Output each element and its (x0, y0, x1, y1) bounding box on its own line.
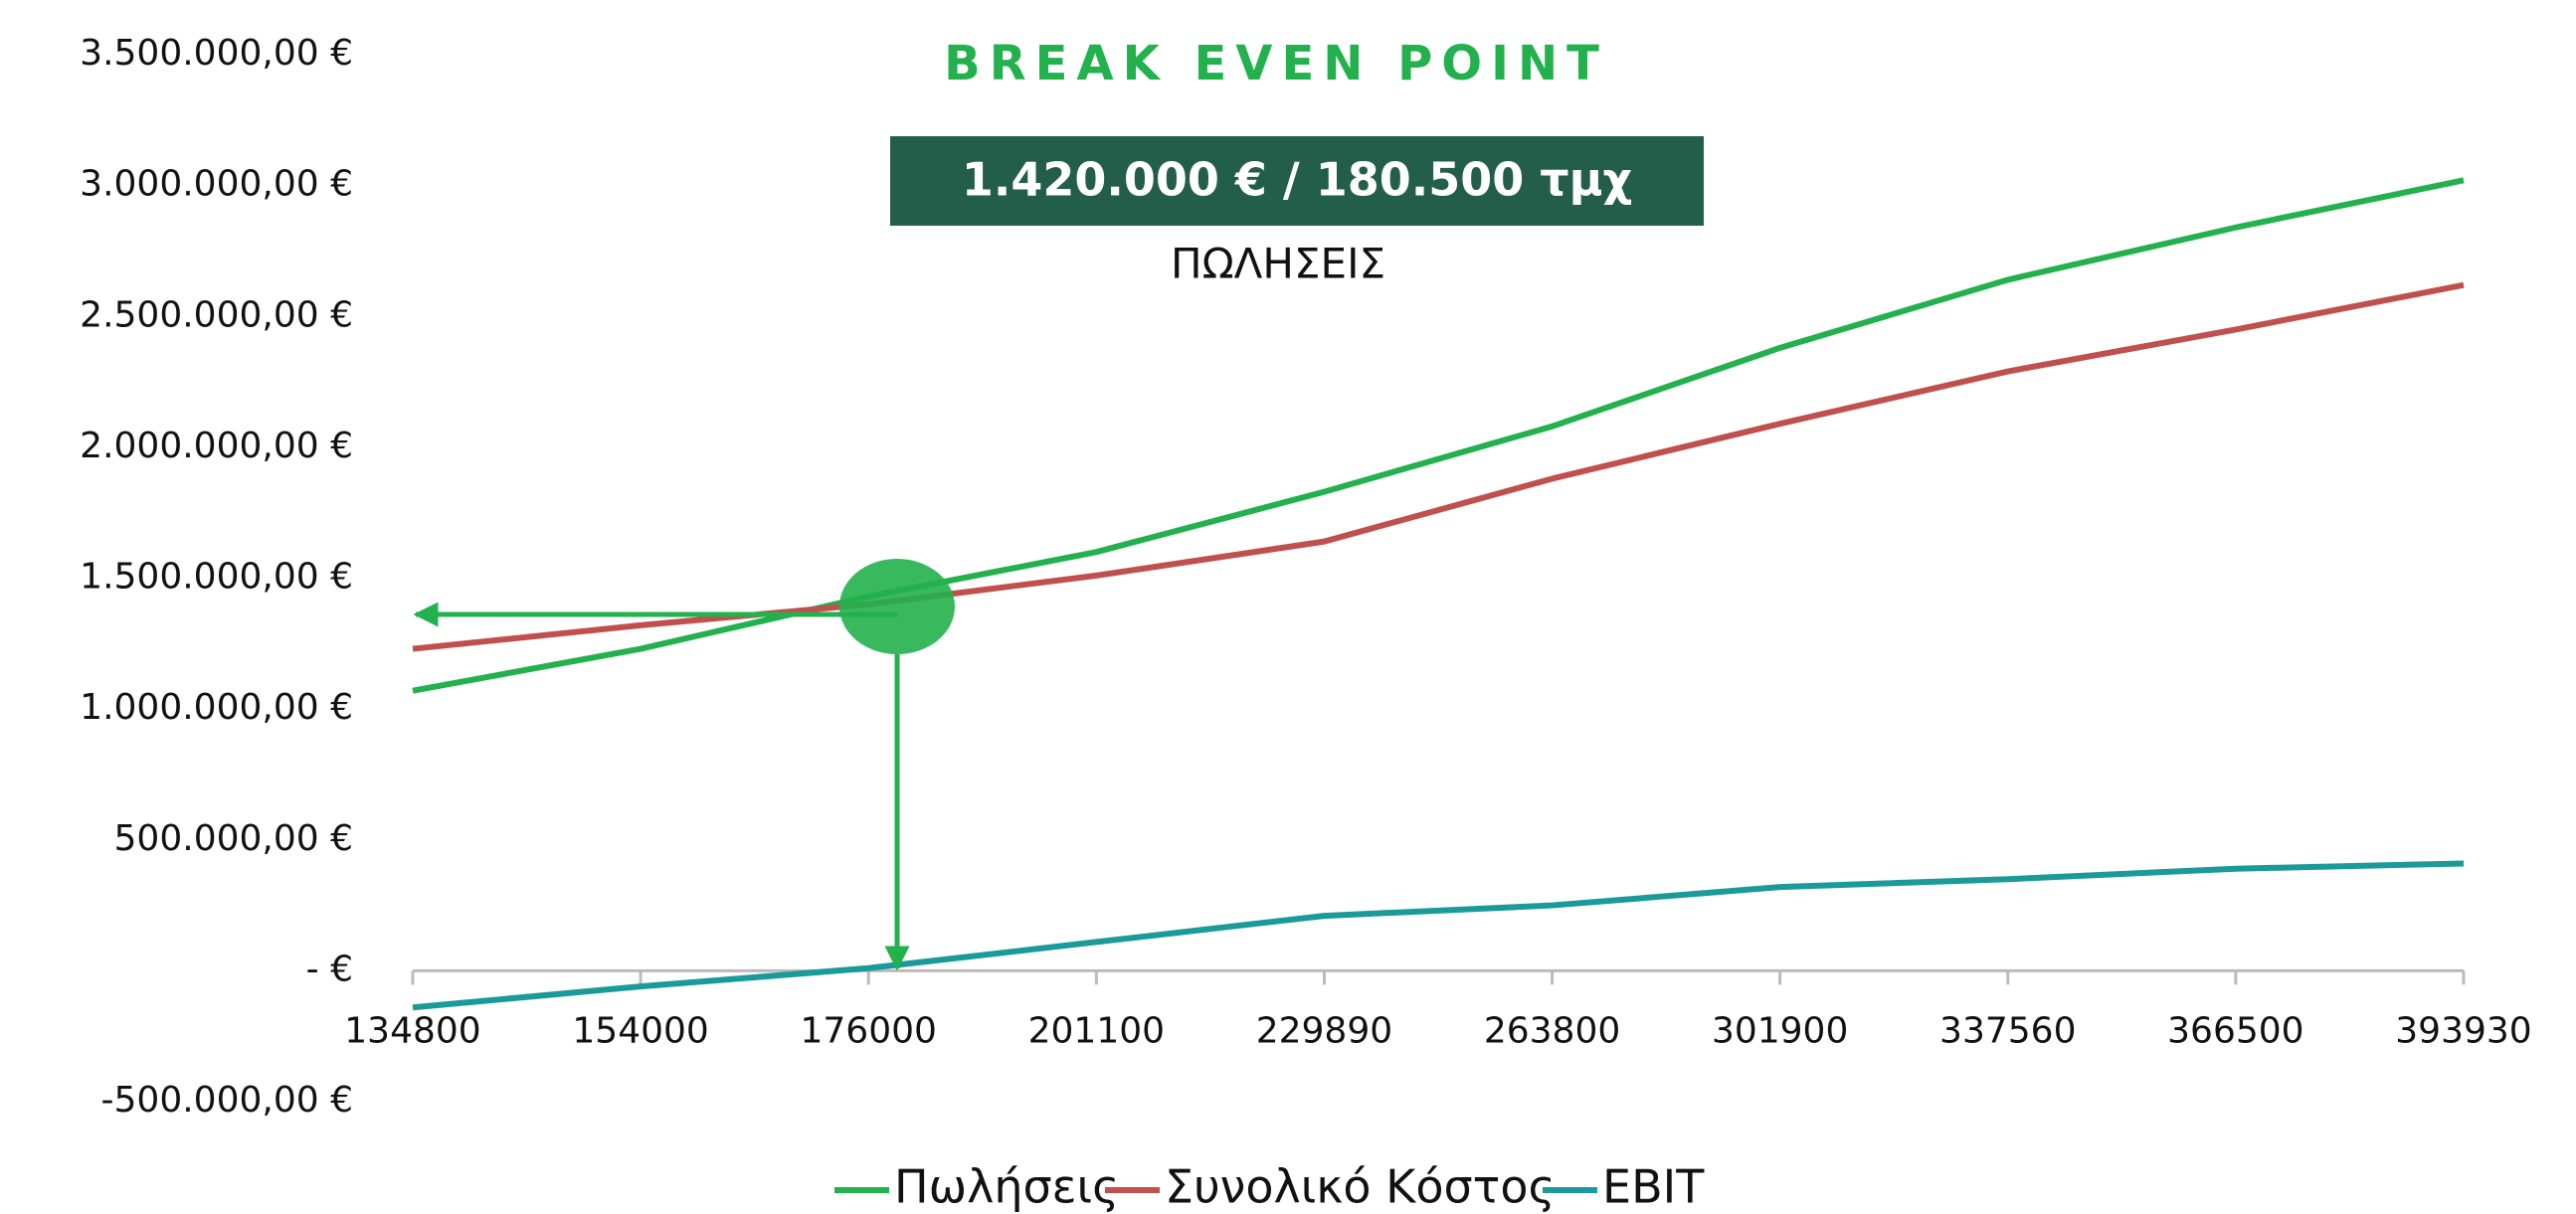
y-tick-label: 2.500.000,00 € (80, 294, 353, 335)
y-tick-label: 500.000,00 € (114, 818, 353, 859)
x-tick-label: 337560 (1939, 1010, 2076, 1051)
x-tick-label: 201100 (1028, 1010, 1165, 1051)
series-line (412, 281, 2465, 652)
series-line (412, 177, 2465, 694)
series-line (412, 860, 2465, 1011)
x-tick-label: 301900 (1712, 1010, 1848, 1051)
annotation-box (890, 136, 1704, 226)
y-tick-label: 3.000.000,00 € (80, 164, 353, 205)
x-tick-label: 263800 (1484, 1010, 1620, 1051)
y-tick-label: 1.500.000,00 € (80, 557, 353, 598)
y-tick-label: 3.500.000,00 € (80, 33, 353, 74)
x-tick-label: 229890 (1256, 1010, 1392, 1051)
x-tick-label: 366500 (2167, 1010, 2303, 1051)
annotation: 1.420.000 € / 180.500 τμχ (962, 153, 1632, 207)
chart-title: BREAK EVEN POINT (944, 36, 1608, 91)
x-tick-label: 154000 (572, 1010, 708, 1051)
break-even-marker (839, 559, 955, 654)
legend-label: Συνολικό Κόστος (1165, 1160, 1555, 1214)
y-tick-label: 1.000.000,00 € (80, 687, 353, 728)
legend-label: EBIT (1602, 1160, 1705, 1214)
x-tick-label: 176000 (801, 1010, 937, 1051)
x-tick-label: 393930 (2395, 1010, 2531, 1051)
y-tick-label: - € (306, 949, 353, 989)
annotation: ΠΩΛΗΣΕΙΣ (1171, 240, 1385, 288)
y-tick-label: 2.000.000,00 € (80, 426, 353, 466)
legend-label: Πωλήσεις (894, 1160, 1119, 1214)
y-tick-label: -500.000,00 € (101, 1080, 353, 1121)
x-tick-label: 134800 (344, 1010, 480, 1051)
